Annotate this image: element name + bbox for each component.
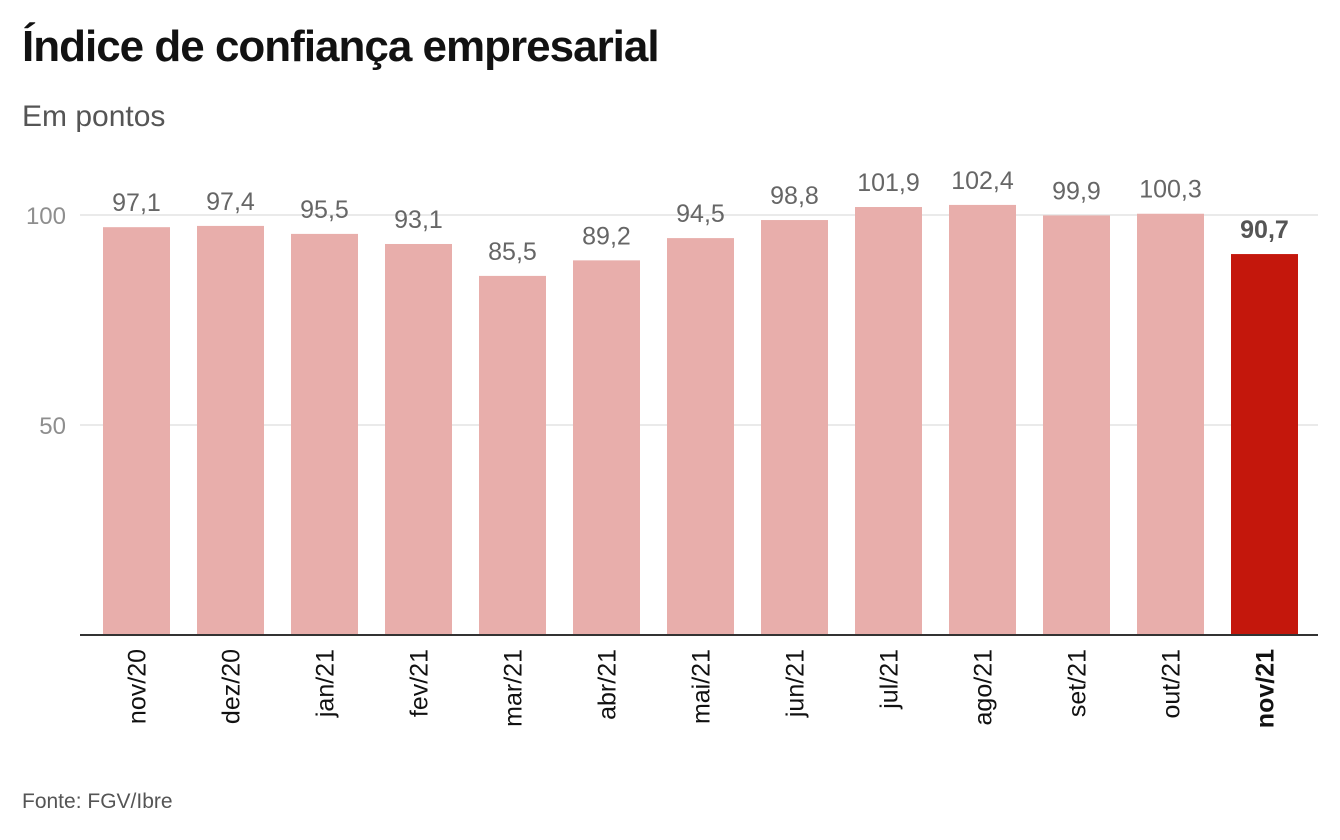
bar-set-21 [1043,215,1110,636]
x-tick-label: nov/21 [1252,649,1280,728]
bar-dez-20 [197,225,264,636]
value-label: 97,4 [206,188,255,216]
x-tick-label: mai/21 [688,649,716,724]
chart-subtitle: Em pontos [22,100,166,133]
bar-ago-21 [949,204,1016,636]
bar-jul-21 [855,207,922,635]
value-label: 95,5 [300,196,349,224]
y-tick-label: 100 [26,203,66,230]
bar-fev-21 [385,243,452,636]
x-tick-label: set/21 [1064,649,1092,717]
bar-chart: 50 100 97,1 97,4 95,5 93,1 85,5 89,2 94,5 98,8 10… [26,167,1318,728]
value-label: 93,1 [394,206,443,234]
bar-jun-21 [761,220,828,636]
value-label: 99,9 [1052,177,1101,205]
x-tick-label: nov/20 [124,649,152,724]
x-tick-label: out/21 [1158,649,1186,719]
chart-title: Índice de confiança empresarial [22,22,660,71]
bar-nov-21 [1231,254,1298,635]
bar-jan-21 [291,233,358,635]
x-tick-label: dez/20 [218,649,246,724]
bars-layer [103,204,1298,636]
value-label: 98,8 [770,182,819,210]
x-tick-label: jan/21 [312,649,340,718]
value-label: 97,1 [112,189,161,217]
x-tick-label: jun/21 [782,649,810,718]
bar-out-21 [1137,213,1204,636]
value-label: 89,2 [582,222,631,250]
y-tick-label: 50 [39,413,66,440]
x-tick-label: jul/21 [876,649,904,710]
x-tick-label: abr/21 [594,649,622,720]
value-labels-layer: 97,1 97,4 95,5 93,1 85,5 89,2 94,5 98,8 101,9 102… [112,167,1289,266]
source-note: Fonte: FGV/Ibre [22,790,173,813]
value-label: 100,3 [1139,176,1202,204]
value-label: 102,4 [951,167,1014,195]
value-label: 101,9 [857,169,920,197]
bar-nov-20 [103,227,170,635]
value-label: 85,5 [488,238,537,266]
x-tick-label: mar/21 [500,649,528,727]
value-label: 94,5 [676,200,725,228]
bar-mar-21 [479,275,546,635]
value-label: 90,7 [1240,216,1289,244]
bar-mai-21 [667,238,734,635]
bar-abr-21 [573,260,640,635]
x-axis-layer: nov/20 dez/20 jan/21 fev/21 mar/21 abr/21 mai/… [80,634,1318,728]
x-tick-label: ago/21 [970,649,998,725]
x-tick-label: fev/21 [406,649,434,717]
